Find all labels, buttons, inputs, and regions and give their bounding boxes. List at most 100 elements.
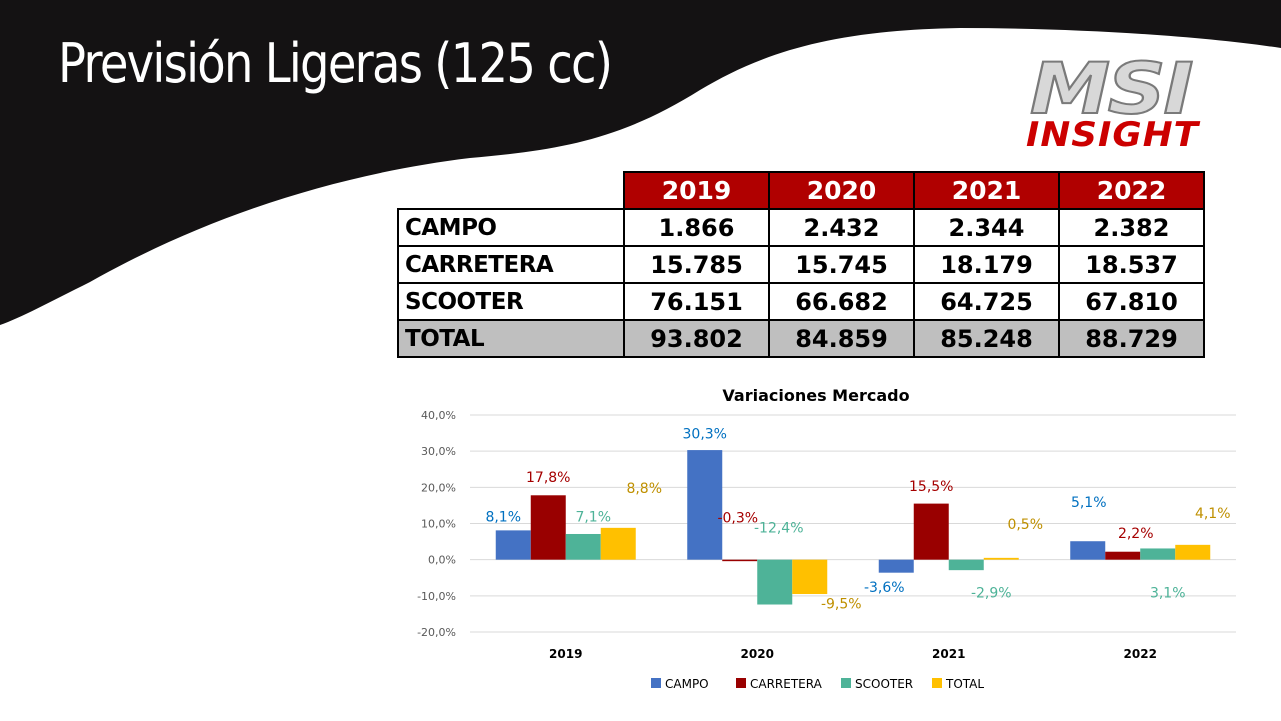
y-tick-label: 20,0% — [421, 481, 456, 494]
row-label: TOTAL — [397, 319, 625, 358]
bar-total-2021 — [983, 557, 1019, 560]
table-row-total: TOTAL 93.802 84.859 85.248 88.729 — [397, 319, 1205, 358]
bar-carretera-2019 — [530, 495, 566, 560]
bar-carretera-2021 — [913, 503, 949, 560]
legend-swatch — [736, 678, 746, 688]
chart-bars — [495, 450, 1211, 605]
msi-insight-logo: MSI INSIGHT — [1022, 53, 1252, 158]
table-header-year: 2021 — [913, 171, 1060, 210]
chart-legend: CAMPO CARRETERA SCOOTER TOTAL — [651, 677, 984, 691]
y-tick-label: -20,0% — [417, 626, 456, 639]
table-cell: 88.729 — [1058, 319, 1205, 358]
legend-label: SCOOTER — [855, 677, 913, 691]
black-wave-shape — [0, 0, 1281, 325]
logo-insight-text: INSIGHT — [1026, 115, 1200, 155]
data-label: 8,1% — [485, 510, 521, 526]
data-label: -9,5% — [821, 596, 862, 612]
table-header-row: 2019 2020 2021 2022 — [398, 171, 1205, 210]
table-cell: 2.382 — [1058, 208, 1205, 247]
table-cell: 84.859 — [768, 319, 915, 358]
data-label: 3,1% — [1150, 586, 1186, 602]
bar-scooter-2022 — [1140, 548, 1176, 560]
data-label: 7,1% — [575, 510, 611, 526]
legend-label: CAMPO — [665, 677, 709, 691]
table-header-year: 2022 — [1058, 171, 1205, 210]
y-tick-label: 10,0% — [421, 518, 456, 531]
legend-item-total: TOTAL — [932, 677, 984, 691]
legend-item-carretera: CARRETERA — [736, 677, 823, 691]
y-tick-label: 30,0% — [421, 445, 456, 458]
x-tick-label: 2021 — [932, 647, 965, 661]
bar-campo-2019 — [495, 530, 531, 560]
y-axis: 40,0% 30,0% 20,0% 10,0% 0,0% -10,0% -20,0% — [417, 409, 456, 639]
data-label: 17,8% — [526, 470, 570, 486]
data-label: 8,8% — [626, 481, 662, 497]
y-tick-label: 40,0% — [421, 409, 456, 422]
bar-total-2020 — [792, 559, 828, 595]
data-label: 5,1% — [1071, 495, 1107, 511]
bar-total-2022 — [1175, 544, 1211, 560]
chart-title: Variaciones Mercado — [722, 386, 909, 405]
x-axis: 2019 2020 2021 2022 — [549, 647, 1157, 661]
row-label: CAMPO — [397, 208, 625, 247]
table-cell: 85.248 — [913, 319, 1060, 358]
bar-campo-2021 — [878, 559, 914, 573]
forecast-table: 2019 2020 2021 2022 CAMPO 1.866 2.432 2.… — [397, 171, 1205, 358]
table-cell: 66.682 — [768, 282, 915, 321]
table-cell: 64.725 — [913, 282, 1060, 321]
bar-scooter-2021 — [948, 559, 984, 571]
table-cell: 2.344 — [913, 208, 1060, 247]
bar-campo-2022 — [1070, 541, 1106, 560]
y-tick-label: 0,0% — [428, 554, 456, 567]
data-label: 4,1% — [1195, 506, 1231, 522]
chart-gridlines — [470, 414, 1236, 633]
bar-scooter-2019 — [565, 533, 601, 560]
data-labels: 8,1% 17,8% 7,1% 8,8% 30,3% -0,3%-12,4% -9,5%-3… — [485, 427, 1230, 613]
legend-item-scooter: SCOOTER — [841, 677, 913, 691]
data-label: 2,2% — [1118, 526, 1154, 542]
data-label: -2,9% — [971, 586, 1012, 602]
x-tick-label: 2020 — [741, 647, 774, 661]
legend-label: CARRETERA — [750, 677, 823, 691]
table-row-scooter: SCOOTER 76.151 66.682 64.725 67.810 — [397, 282, 1205, 321]
table-header-year: 2019 — [623, 171, 770, 210]
legend-item-campo: CAMPO — [651, 677, 709, 691]
table-cell: 18.179 — [913, 245, 1060, 284]
table-cell: 67.810 — [1058, 282, 1205, 321]
table-cell: 76.151 — [623, 282, 770, 321]
y-tick-label: -10,0% — [417, 590, 456, 603]
bar-total-2019 — [600, 527, 636, 560]
table-row-campo: CAMPO 1.866 2.432 2.344 2.382 — [397, 208, 1205, 247]
bar-carretera-2020 — [722, 559, 758, 562]
table-row-carretera: CARRETERA 15.785 15.745 18.179 18.537 — [397, 245, 1205, 284]
data-label: 15,5% — [909, 479, 953, 495]
x-tick-label: 2022 — [1124, 647, 1157, 661]
table-header-year: 2020 — [768, 171, 915, 210]
slide-title: Previsión Ligeras (125 cc) — [58, 32, 613, 95]
logo-msi-text: MSI — [1029, 48, 1195, 130]
table-cell: 18.537 — [1058, 245, 1205, 284]
legend-swatch — [841, 678, 851, 688]
table-cell: 2.432 — [768, 208, 915, 247]
x-tick-label: 2019 — [549, 647, 582, 661]
data-label: 0,5% — [1007, 517, 1043, 533]
bar-carretera-2022 — [1105, 551, 1141, 560]
table-cell: 15.785 — [623, 245, 770, 284]
data-label: -3,6% — [864, 580, 905, 596]
data-label: 30,3% — [683, 427, 727, 443]
row-label: CARRETERA — [397, 245, 625, 284]
table-cell: 1.866 — [623, 208, 770, 247]
legend-swatch — [651, 678, 661, 688]
bar-campo-2020 — [687, 450, 723, 560]
legend-swatch — [932, 678, 942, 688]
table-cell: 15.745 — [768, 245, 915, 284]
data-label: -12,4% — [754, 520, 804, 536]
data-label: -0,3% — [717, 511, 758, 527]
market-variation-chart: Variaciones Mercado 40,0% 30,0% 20,0% 10,0%… — [417, 386, 1236, 691]
table-cell: 93.802 — [623, 319, 770, 358]
table-corner-cell — [398, 172, 624, 209]
legend-label: TOTAL — [945, 677, 984, 691]
row-label: SCOOTER — [397, 282, 625, 321]
bar-scooter-2020 — [757, 559, 793, 605]
